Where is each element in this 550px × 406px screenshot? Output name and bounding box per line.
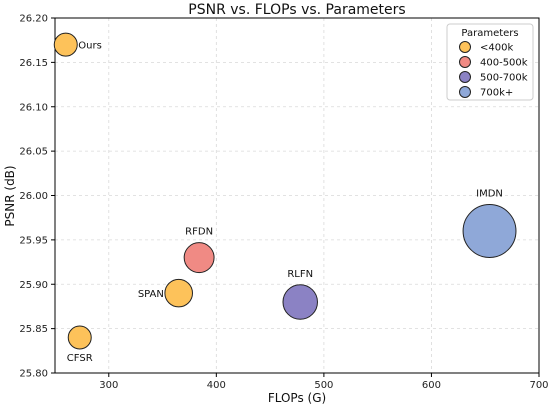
data-points: Ours CFSR SPAN RFDN RLFN IMDN <box>53 32 517 364</box>
y-tick-label: 25.95 <box>19 235 48 246</box>
legend-label: <400k <box>480 43 513 54</box>
point-label-cfsr: CFSR <box>67 353 93 364</box>
x-tick-label: 300 <box>99 380 118 391</box>
y-tick-label: 25.90 <box>19 280 48 291</box>
legend-entries: <400k 400-500k 500-700k 700k+ <box>459 41 528 99</box>
point-rfdn <box>183 242 215 274</box>
legend: Parameters <400k 400-500k 500-700k 700k+ <box>446 23 534 101</box>
point-label-span: SPAN <box>138 289 164 300</box>
y-tick-label: 25.85 <box>19 324 48 335</box>
point-imdn <box>462 204 517 258</box>
legend-marker <box>459 56 471 68</box>
legend-marker <box>459 41 471 53</box>
x-axis-ticks: 300 400 500 600 700 <box>99 373 549 391</box>
x-tick-label: 500 <box>314 380 333 391</box>
legend-title: Parameters <box>461 28 518 39</box>
y-tick-label: 26.05 <box>19 147 48 158</box>
x-tick-label: 600 <box>422 380 441 391</box>
x-axis-title: FLOPs (G) <box>268 391 326 405</box>
legend-label: 700k+ <box>480 88 513 99</box>
point-ours <box>53 32 78 57</box>
legend-marker <box>459 71 471 83</box>
point-label-rlfn: RLFN <box>287 269 313 280</box>
legend-marker <box>459 86 471 98</box>
point-cfsr <box>67 325 92 350</box>
point-label-imdn: IMDN <box>476 189 503 200</box>
point-label-rfdn: RFDN <box>185 227 213 238</box>
x-tick-label: 400 <box>207 380 226 391</box>
chart-title: PSNR vs. FLOPs vs. Parameters <box>188 2 405 18</box>
x-tick-label: 700 <box>529 380 548 391</box>
y-tick-label: 25.80 <box>19 369 48 380</box>
point-span <box>164 278 193 308</box>
y-tick-label: 26.10 <box>19 102 48 113</box>
point-label-ours: Ours <box>78 41 102 52</box>
y-tick-label: 26.20 <box>19 14 48 25</box>
y-axis-ticks: 25.80 25.85 25.90 25.95 26.00 26.05 26.10 26.15… <box>19 14 55 380</box>
point-rlfn <box>282 284 318 320</box>
y-tick-label: 26.15 <box>19 58 48 69</box>
y-axis-title: PSNR (dB) <box>3 165 17 226</box>
y-tick-label: 26.00 <box>19 191 48 202</box>
legend-label: 400-500k <box>480 58 528 69</box>
legend-label: 500-700k <box>480 73 528 84</box>
